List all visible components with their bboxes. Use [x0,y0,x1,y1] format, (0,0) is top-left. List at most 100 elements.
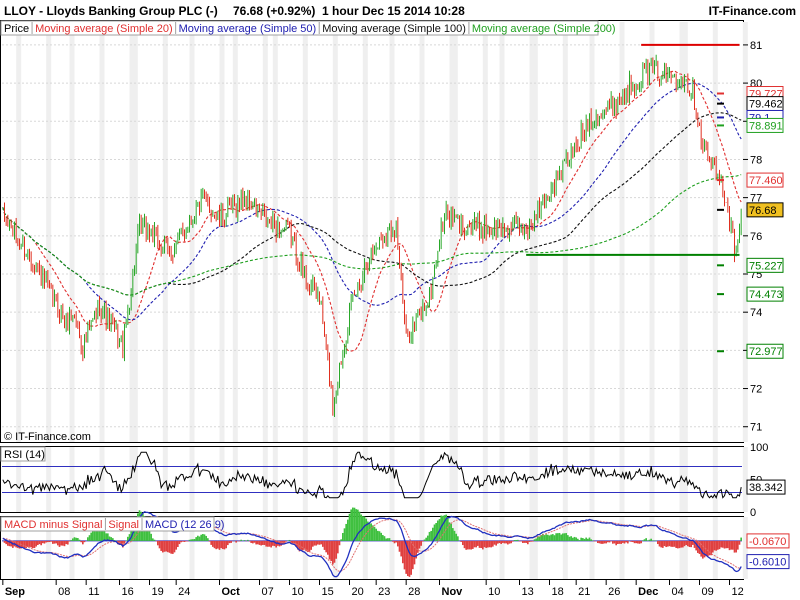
macd-bar [108,536,111,541]
macd-bar [457,536,459,541]
day-band [742,517,748,579]
time-tick-label: 11 [88,586,99,598]
macd-bar [223,540,226,550]
macd-bar [243,540,246,541]
macd-bar [332,540,334,565]
macd-bar [475,540,477,548]
day-band [712,22,718,442]
macd-bar [297,540,299,550]
macd-bar [738,540,741,545]
macd-bar [627,540,629,544]
day-band [69,517,75,579]
macd-bar [573,536,576,541]
macd-bar [657,540,659,545]
day-band [302,447,308,512]
macd-bar [42,540,44,544]
day-band [46,22,52,442]
day-band [99,517,105,579]
macd-bar [375,528,377,541]
macd-bar [152,538,154,541]
time-tick-label: 24 [178,586,190,598]
macd-bar [207,538,209,541]
macd-bar [718,540,721,550]
macd-bar [303,540,306,550]
macd-bar [97,526,99,541]
day-band [449,447,455,512]
macd-bar [700,540,702,557]
macd-bar [202,534,204,541]
macd-bar [182,540,184,542]
macd-bar [740,537,742,541]
time-tick-label: Dec [638,586,658,598]
macd-bar [687,540,689,547]
day-band [679,22,685,442]
macd-bar [517,539,519,541]
macd-bar [608,540,611,543]
macd-bar [677,540,679,549]
macd-bar [8,540,11,547]
macd-bar [123,540,126,544]
macd-bar [150,533,152,541]
macd-bar [47,540,49,543]
macd-bar [582,538,584,541]
time-tick-label: 28 [408,586,420,598]
price-label: 78.891 [749,120,783,132]
time-period: 1 hour [322,4,359,18]
day-band [419,22,425,442]
day-band [619,517,625,579]
day-band [16,22,22,442]
rsi-axis: 10050038.342 [746,442,786,519]
macd-bar [587,538,589,541]
macd-bar [497,540,499,544]
macd-bar [302,540,304,551]
rsi-tick-label: 100 [750,442,768,454]
macd-bar [437,520,439,541]
macd-bar [268,540,271,547]
macd-bar [528,540,531,542]
day-band [262,22,268,442]
price-tick-label: 71 [750,422,762,434]
macd-bar [363,516,366,541]
macd-bar [177,540,179,548]
price-label-box [746,286,784,302]
macd-bar [315,540,317,546]
macd-bar [577,538,579,541]
macd-bar [488,540,491,548]
macd-bar [195,537,197,541]
macd-bar [377,530,379,541]
macd-bar [508,540,511,544]
macd-bar [645,538,647,541]
macd-bar [433,524,436,541]
macd-bar [717,540,719,550]
day-band [99,22,105,442]
macd-bar [90,532,92,541]
macd-bar [567,535,569,541]
macd-bar [543,535,546,541]
day-band [562,447,568,512]
macd-bar [673,540,676,547]
day-band [532,22,538,442]
macd-bar [428,531,431,541]
price-grid [2,22,748,442]
macd-bar [212,540,214,547]
macd-bar [23,540,26,549]
macd-bar [635,540,637,544]
macd-bar [167,540,169,553]
macd-legend: MACD minus Signal Signal MACD (12 26 9) [0,516,224,532]
day-band [452,447,458,512]
macd-bar [157,540,159,546]
macd-bar [312,540,314,547]
header-timestamp: Dec 15 2014 10:28 [362,4,465,18]
price-label: 74.473 [749,289,783,301]
macd-bar [230,540,232,543]
time-tick-label: 26 [608,586,620,598]
macd-bar [713,540,716,551]
macd-bar [308,540,311,552]
macd-bar [193,539,196,541]
time-tick-label: 08 [58,586,70,598]
day-band [389,22,395,442]
macd-bar [578,540,581,541]
macd-bar [258,540,261,545]
macd-bar [565,533,567,541]
price-tick-label: 78 [750,154,762,166]
